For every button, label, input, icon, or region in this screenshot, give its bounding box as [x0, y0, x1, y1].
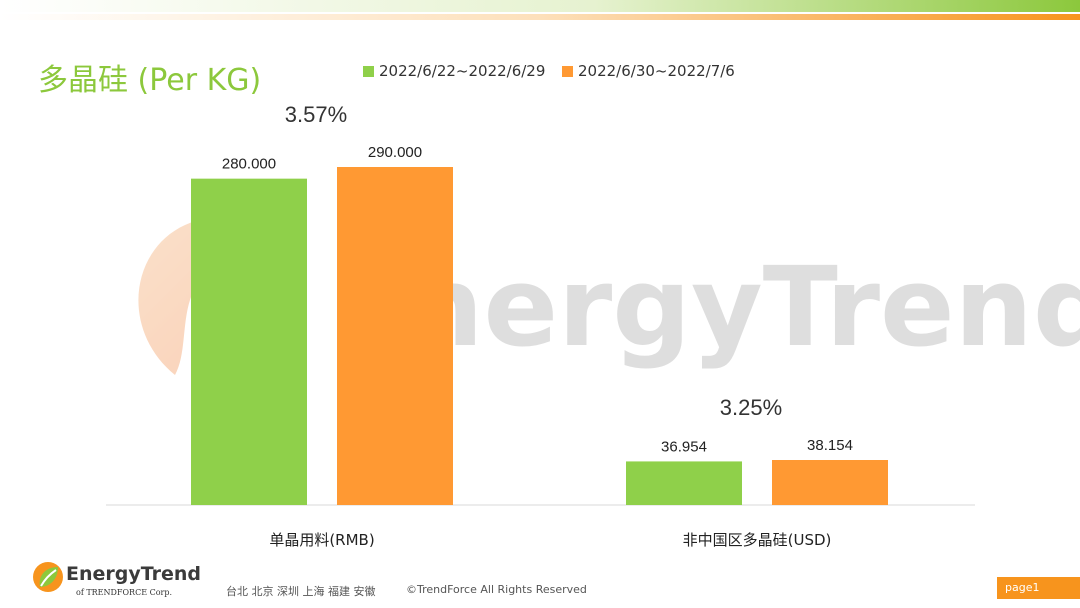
legend-label-series-2: 2022/6/30~2022/7/6 [578, 62, 735, 80]
logo-sub: of TRENDFORCE Corp. [76, 588, 172, 597]
category-label-1: 单晶用料(RMB) [269, 531, 374, 549]
bar-1-series-2 [337, 167, 453, 505]
copyright-text: ©TrendForce All Rights Reserved [406, 583, 587, 596]
office-cities: 台北 北京 深圳 上海 福建 安徽 [226, 585, 376, 598]
data-label-2-1: 36.954 [661, 438, 707, 455]
energytrend-logo: EnergyTrend of TRENDFORCE Corp. [30, 557, 201, 603]
bar-1-series-1 [191, 178, 307, 506]
change-label-2: 3.25% [720, 395, 782, 420]
legend-label-series-1: 2022/6/22~2022/6/29 [379, 62, 546, 80]
data-label-1-2: 290.000 [368, 144, 422, 161]
top-gradient-bar [0, 0, 1080, 20]
bar-2-series-1 [626, 461, 742, 505]
legend-swatch-orange [562, 65, 573, 77]
leaf-logo-icon [33, 562, 63, 592]
bar-2-series-2 [772, 460, 888, 505]
legend-item-series-1: 2022/6/22~2022/6/29 [363, 62, 545, 80]
change-label-1: 3.57% [285, 102, 347, 127]
legend-swatch-green [363, 65, 374, 77]
page-number-badge: page1 [997, 577, 1080, 599]
logo-name: EnergyTrend [66, 563, 202, 585]
legend-item-series-2: 2022/6/30~2022/7/6 [562, 62, 735, 80]
data-label-2-2: 38.154 [807, 437, 853, 454]
category-label-2: 非中国区多晶硅(USD) [683, 531, 832, 549]
page-title: 多晶硅 (Per KG) [38, 63, 262, 98]
data-label-1-1: 280.000 [222, 156, 276, 173]
